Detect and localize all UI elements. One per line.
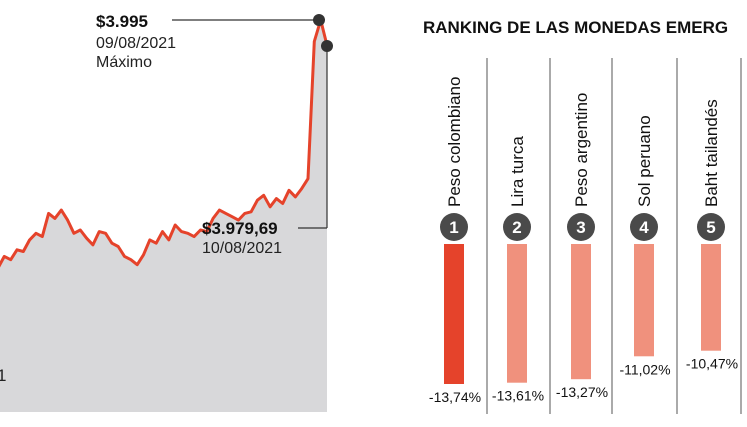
line-point [180,230,183,233]
rank-number: 4 [639,218,649,237]
line-chart: $3.995 09/08/2021 Máximo $3.979,69 10/08… [0,12,333,412]
rank-badge [567,213,595,241]
line-point [66,219,69,221]
line-point [161,230,164,233]
line-point [168,239,170,241]
line-point [3,255,6,258]
line-point [117,245,119,248]
currency-name-label: Baht tailandés [702,99,721,207]
line-point [244,212,246,215]
ranking-bar [634,244,654,357]
line-point [98,230,100,233]
currency-name-label: Lira turca [508,136,527,207]
ranking-title: RANKING DE LAS MONEDAS EMERG [423,18,728,37]
value-label: -10,47% [686,356,738,372]
value-label: -11,02% [619,361,670,377]
value-label: -13,61% [492,388,544,404]
line-point [73,232,75,235]
line-point [28,239,31,241]
last-date-label: 10/08/2021 [202,240,282,257]
line-point [313,40,316,43]
line-point [142,254,145,256]
line-point [288,189,290,192]
line-point [231,215,233,218]
line-point [237,219,240,221]
max-date-label: 09/08/2021 [96,35,176,52]
line-point [225,212,227,215]
line-point [79,229,82,231]
axis-tick-label: 1 [0,366,6,385]
line-point [199,229,202,231]
ranking-bar [701,244,721,351]
rank-badge [440,213,468,241]
line-point [206,230,208,233]
line-point [85,237,88,239]
line-point [155,242,157,244]
line-point [262,194,265,197]
line-point [16,249,18,251]
value-label: -13,74% [429,389,481,405]
rank-number: 3 [576,218,585,237]
line-point [130,258,132,261]
line-point [41,235,44,238]
ranking-bar [444,244,464,384]
currency-name-label: Sol peruano [635,115,654,207]
ranking-bar [507,244,527,383]
line-point [281,202,284,205]
line-point [22,250,25,253]
line-point [275,197,278,200]
last-value-label: $3.979,69 [202,219,278,238]
line-point [250,211,252,213]
currency-name-label: Peso argentino [572,93,591,207]
rank-badge [503,213,531,241]
line-point [111,242,113,244]
line-point [174,224,176,226]
ranking-chart: RANKING DE LAS MONEDAS EMERG 1 Peso colom… [423,18,742,414]
rank-badge [630,213,658,241]
line-point [300,187,303,190]
rank-badge [697,213,725,241]
line-point [136,263,138,266]
line-point [187,232,189,235]
max-value-label: $3.995 [96,12,148,31]
line-point [294,196,297,198]
line-point [307,177,309,180]
line-point [269,206,271,208]
line-point [35,232,37,235]
rank-number: 5 [706,218,715,237]
line-point [60,209,63,211]
max-caption: Máximo [96,54,152,71]
line-point [149,239,151,241]
max-point-marker [313,14,325,26]
line-point [256,199,259,201]
line-point [47,212,50,215]
rank-number: 2 [512,218,521,237]
area-fill [0,20,327,412]
line-point [9,258,12,261]
line-point [193,235,195,238]
line-point [104,232,107,235]
ranking-bar [571,244,591,380]
line-point [123,255,126,258]
currency-name-label: Peso colombiano [445,77,464,207]
line-point [92,244,94,246]
value-label: -13,27% [556,384,608,400]
line-point [54,217,56,220]
line-point [212,217,214,220]
line-point [218,209,221,211]
rank-number: 1 [449,218,458,237]
